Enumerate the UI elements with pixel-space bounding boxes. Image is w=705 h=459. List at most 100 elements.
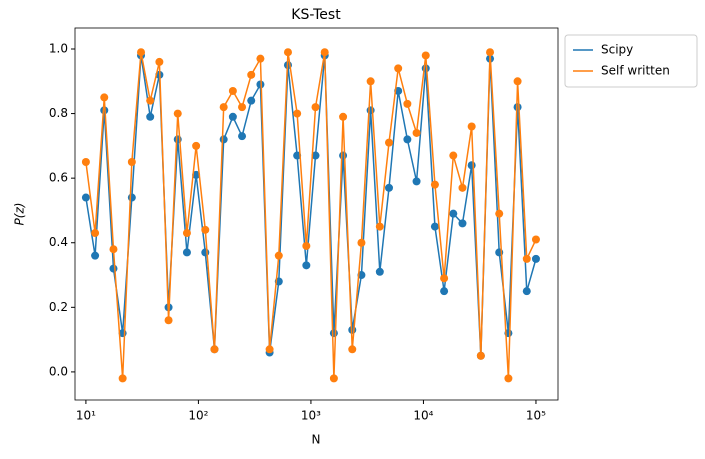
data-point	[329, 329, 338, 338]
legend-label: Self written	[601, 64, 670, 78]
data-point	[522, 254, 531, 263]
data-point	[403, 99, 412, 108]
legend-label: Scipy	[601, 43, 633, 57]
y-tick-label: 1.0	[49, 41, 68, 55]
data-point	[531, 254, 540, 263]
data-point	[155, 57, 164, 66]
data-point	[228, 86, 237, 95]
data-point	[339, 151, 348, 160]
data-point	[192, 141, 201, 150]
x-axis-label: N	[312, 433, 321, 447]
data-point	[274, 251, 283, 260]
data-point	[311, 151, 320, 160]
data-point	[228, 112, 237, 121]
data-point	[238, 103, 247, 112]
data-point	[476, 351, 485, 360]
data-point	[91, 251, 100, 260]
data-point	[458, 183, 467, 192]
data-point	[522, 287, 531, 296]
data-point	[256, 80, 265, 89]
y-tick-label: 0.2	[49, 300, 68, 314]
data-point	[182, 229, 191, 238]
data-point	[385, 138, 394, 147]
data-point	[513, 77, 522, 86]
data-point	[146, 96, 155, 105]
plot-frame	[74, 27, 559, 401]
data-point	[449, 209, 458, 218]
data-point	[146, 112, 155, 121]
data-point	[219, 103, 228, 112]
data-point	[302, 241, 311, 250]
x-tick-label: 10¹	[76, 409, 96, 423]
data-point	[531, 235, 540, 244]
data-point	[219, 135, 228, 144]
data-point	[339, 112, 348, 121]
data-point	[238, 132, 247, 141]
data-point	[375, 267, 384, 276]
data-point	[329, 374, 338, 383]
data-point	[256, 54, 265, 63]
data-point	[375, 222, 384, 231]
data-point	[201, 248, 210, 257]
data-point	[440, 274, 449, 283]
data-point	[201, 225, 210, 234]
data-point	[366, 77, 375, 86]
data-point	[357, 238, 366, 247]
data-point	[412, 128, 421, 137]
data-point	[403, 135, 412, 144]
data-point	[348, 345, 357, 354]
x-tick-label: 10³	[301, 409, 321, 423]
data-point	[81, 158, 90, 167]
series-line	[85, 52, 537, 379]
data-point	[467, 122, 476, 131]
data-point	[385, 183, 394, 192]
data-point	[320, 48, 329, 57]
y-tick-label: 0.8	[49, 106, 68, 120]
data-point	[293, 109, 302, 118]
data-point	[421, 51, 430, 60]
x-tick-label: 10⁴	[413, 409, 433, 423]
data-point	[486, 48, 495, 57]
y-tick-label: 0.6	[49, 171, 68, 185]
data-point	[449, 151, 458, 160]
x-tick-label: 10²	[188, 409, 208, 423]
data-point	[100, 106, 109, 115]
data-point	[137, 48, 146, 57]
data-point	[247, 96, 256, 105]
data-point	[394, 64, 403, 73]
data-point	[495, 209, 504, 218]
data-point	[192, 170, 201, 179]
data-point	[283, 48, 292, 57]
y-axis-label: P(z)	[13, 203, 27, 226]
legend-box	[564, 34, 698, 88]
data-point	[127, 193, 136, 202]
data-point	[412, 177, 421, 186]
data-point	[91, 229, 100, 238]
data-point	[467, 161, 476, 170]
y-tick-label: 0.0	[49, 364, 68, 378]
data-point	[366, 106, 375, 115]
legend: Scipy Self written	[564, 34, 698, 88]
data-point	[311, 103, 320, 112]
x-tick-label: 10⁵	[526, 409, 546, 423]
data-point	[440, 287, 449, 296]
data-point	[118, 374, 127, 383]
data-point	[458, 219, 467, 228]
data-point	[504, 374, 513, 383]
data-point	[430, 222, 439, 231]
data-point	[100, 93, 109, 102]
data-point	[127, 158, 136, 167]
data-point	[81, 193, 90, 202]
data-point	[293, 151, 302, 160]
data-point	[182, 248, 191, 257]
y-tick-label: 0.4	[49, 235, 68, 249]
data-point	[173, 109, 182, 118]
data-point	[302, 261, 311, 270]
data-point	[430, 180, 439, 189]
data-point	[109, 245, 118, 254]
data-point	[109, 264, 118, 273]
data-point	[164, 316, 173, 325]
data-point	[265, 345, 274, 354]
